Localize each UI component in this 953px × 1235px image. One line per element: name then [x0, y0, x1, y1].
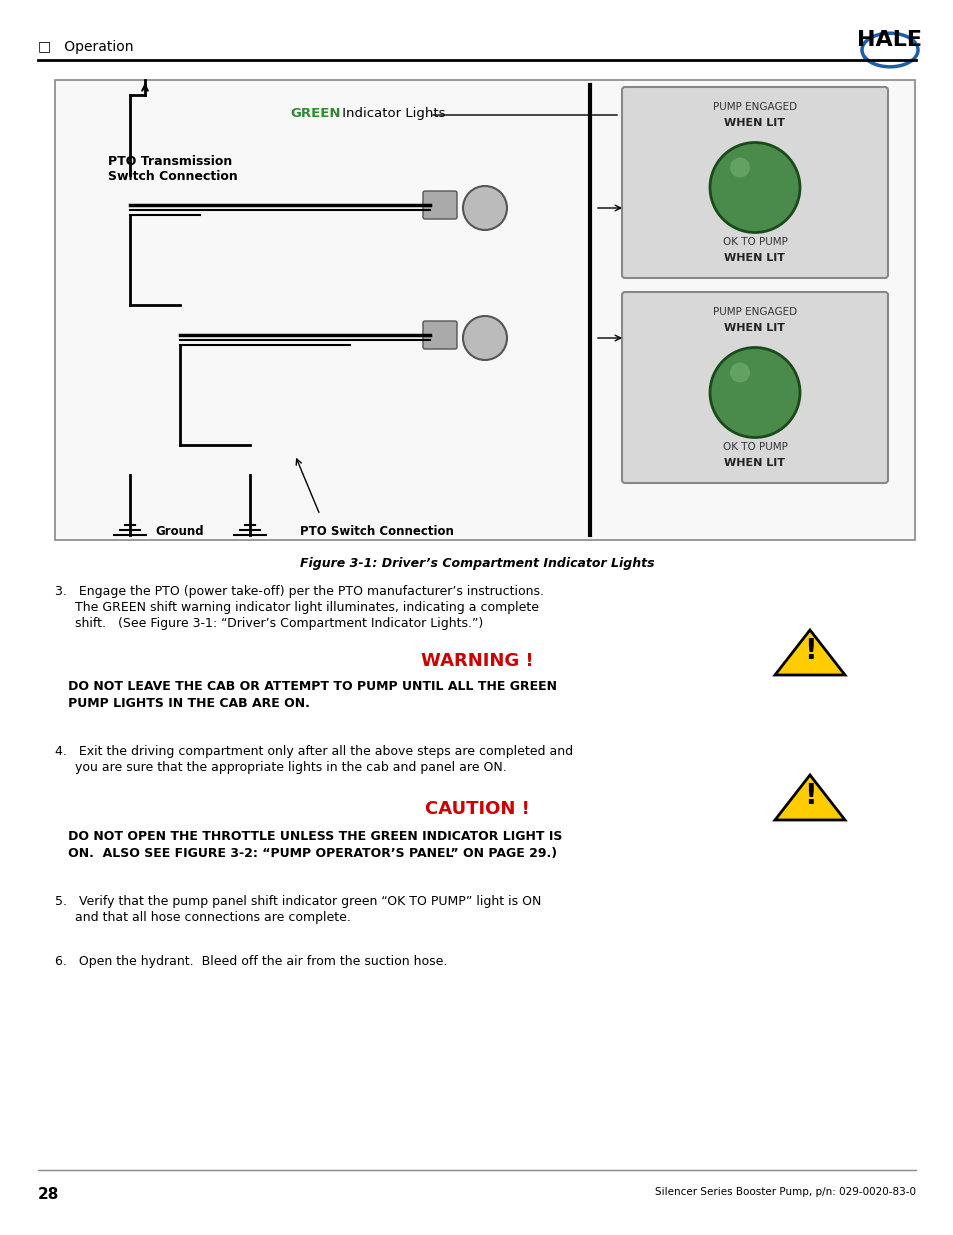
Text: 28: 28 — [38, 1187, 59, 1202]
Text: 3.   Engage the PTO (power take-off) per the PTO manufacturer’s instructions.: 3. Engage the PTO (power take-off) per t… — [55, 585, 543, 598]
Text: OK TO PUMP: OK TO PUMP — [721, 237, 786, 247]
Text: WHEN LIT: WHEN LIT — [723, 458, 784, 468]
Circle shape — [709, 142, 800, 232]
Text: Figure 3-1: Driver’s Compartment Indicator Lights: Figure 3-1: Driver’s Compartment Indicat… — [299, 557, 654, 571]
Text: GREEN: GREEN — [290, 107, 340, 120]
Text: Silencer Series Booster Pump, p/n: 029-0020-83-0: Silencer Series Booster Pump, p/n: 029-0… — [655, 1187, 915, 1197]
Text: 6.   Open the hydrant.  Bleed off the air from the suction hose.: 6. Open the hydrant. Bleed off the air f… — [55, 955, 447, 968]
Circle shape — [462, 316, 506, 359]
FancyBboxPatch shape — [621, 86, 887, 278]
Circle shape — [462, 186, 506, 230]
Text: HALE: HALE — [857, 30, 922, 49]
Text: !: ! — [802, 782, 816, 810]
Text: WHEN LIT: WHEN LIT — [723, 324, 784, 333]
Text: PTO Switch Connection: PTO Switch Connection — [299, 525, 454, 538]
Text: WHEN LIT: WHEN LIT — [723, 119, 784, 128]
FancyBboxPatch shape — [55, 80, 914, 540]
Text: Indicator Lights: Indicator Lights — [337, 107, 445, 120]
Text: Switch Connection: Switch Connection — [108, 170, 237, 183]
Text: PUMP ENGAGED: PUMP ENGAGED — [712, 103, 796, 112]
Circle shape — [709, 347, 800, 437]
Text: and that all hose connections are complete.: and that all hose connections are comple… — [55, 911, 351, 924]
Circle shape — [729, 158, 749, 178]
Circle shape — [729, 363, 749, 383]
Text: 5.   Verify that the pump panel shift indicator green “OK TO PUMP” light is ON: 5. Verify that the pump panel shift indi… — [55, 895, 540, 908]
Text: PTO Transmission: PTO Transmission — [108, 156, 232, 168]
Text: The GREEN shift warning indicator light illuminates, indicating a complete: The GREEN shift warning indicator light … — [55, 601, 538, 614]
Polygon shape — [774, 776, 844, 820]
Text: CAUTION !: CAUTION ! — [424, 800, 529, 818]
Text: WHEN LIT: WHEN LIT — [723, 253, 784, 263]
Text: 4.   Exit the driving compartment only after all the above steps are completed a: 4. Exit the driving compartment only aft… — [55, 745, 573, 758]
Text: DO NOT LEAVE THE CAB OR ATTEMPT TO PUMP UNTIL ALL THE GREEN: DO NOT LEAVE THE CAB OR ATTEMPT TO PUMP … — [55, 680, 557, 693]
Text: ON.  ALSO SEE FIGURE 3-2: “PUMP OPERATOR’S PANEL” ON PAGE 29.): ON. ALSO SEE FIGURE 3-2: “PUMP OPERATOR’… — [55, 847, 557, 860]
Text: □   Operation: □ Operation — [38, 40, 133, 54]
Text: !: ! — [802, 637, 816, 664]
Text: OK TO PUMP: OK TO PUMP — [721, 442, 786, 452]
Text: Ground: Ground — [154, 525, 203, 538]
Text: WARNING !: WARNING ! — [420, 652, 533, 671]
FancyBboxPatch shape — [422, 191, 456, 219]
Text: you are sure that the appropriate lights in the cab and panel are ON.: you are sure that the appropriate lights… — [55, 761, 506, 774]
Text: PUMP ENGAGED: PUMP ENGAGED — [712, 308, 796, 317]
FancyBboxPatch shape — [422, 321, 456, 350]
Text: shift.   (See Figure 3-1: “Driver’s Compartment Indicator Lights.”): shift. (See Figure 3-1: “Driver’s Compar… — [55, 618, 483, 630]
Polygon shape — [774, 630, 844, 676]
FancyBboxPatch shape — [621, 291, 887, 483]
Text: DO NOT OPEN THE THROTTLE UNLESS THE GREEN INDICATOR LIGHT IS: DO NOT OPEN THE THROTTLE UNLESS THE GREE… — [55, 830, 561, 844]
Text: PUMP LIGHTS IN THE CAB ARE ON.: PUMP LIGHTS IN THE CAB ARE ON. — [55, 697, 310, 710]
